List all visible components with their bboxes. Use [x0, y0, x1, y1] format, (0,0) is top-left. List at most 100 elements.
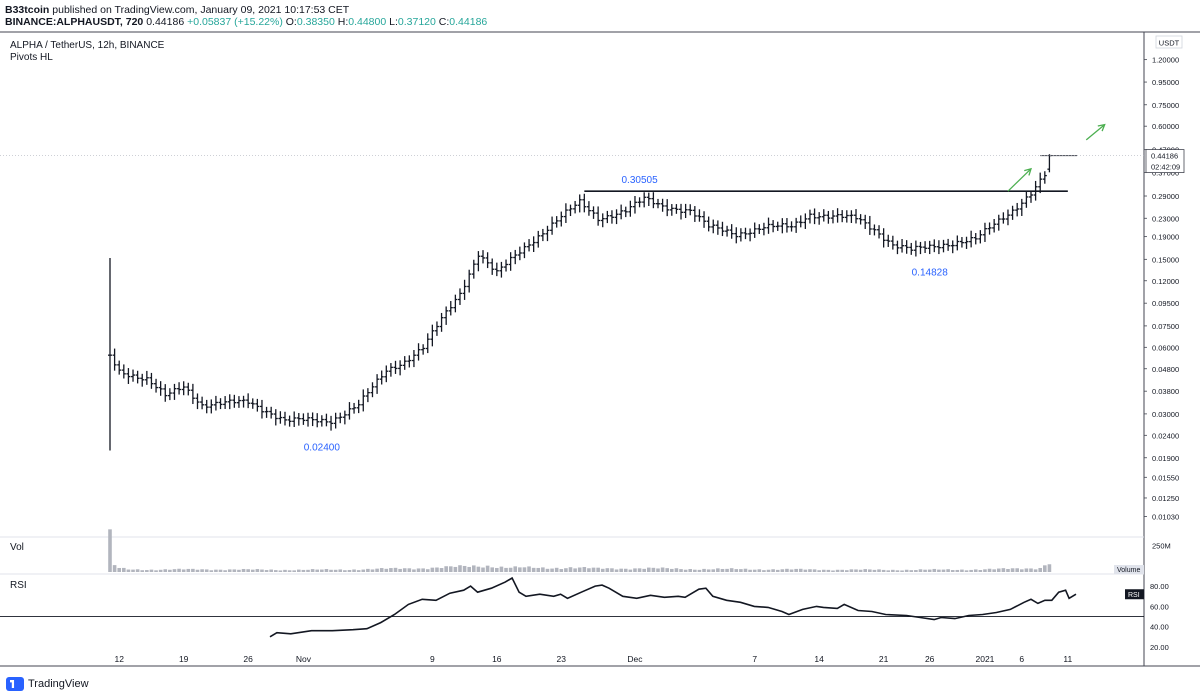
indicator-legend[interactable]: Pivots HL: [10, 52, 53, 63]
price-bar: [200, 396, 205, 410]
price-bar: [969, 230, 974, 248]
volume-bar: [766, 569, 771, 572]
price-bar: [402, 356, 407, 370]
x-tick-label: 14: [814, 654, 824, 664]
volume-bar: [329, 569, 333, 572]
price-bar: [273, 409, 278, 426]
volume-bar: [596, 567, 600, 572]
y-tick-label: 0.01900: [1152, 454, 1179, 463]
x-tick-label: 21: [879, 654, 889, 664]
x-tick-label: 12: [114, 654, 124, 664]
volume-tick: 250M: [1152, 541, 1171, 550]
volume-bar: [421, 568, 425, 572]
price-bar: [269, 406, 274, 419]
volume-bar: [845, 570, 849, 572]
price-bar: [577, 194, 582, 213]
price-bar: [720, 221, 725, 237]
price-bar: [748, 228, 753, 242]
volume-bar: [812, 569, 817, 572]
volume-bar: [250, 569, 255, 572]
volume-bar: [297, 569, 301, 572]
volume-bar: [628, 569, 633, 572]
volume-bar: [996, 568, 1001, 572]
volume-bar: [227, 569, 232, 572]
volume-bar: [145, 570, 149, 572]
price-bar: [609, 210, 614, 224]
volume-bar: [140, 570, 145, 572]
rsi-tick-label: 80.00: [1150, 582, 1169, 591]
y-tick-label: 0.01250: [1152, 494, 1179, 503]
volume-bar: [490, 567, 495, 572]
volume-bar: [204, 569, 209, 572]
price-bar: [725, 225, 730, 237]
price-bar: [462, 279, 467, 300]
y-tick-label: 0.01030: [1152, 513, 1179, 522]
price-bar: [177, 382, 182, 395]
price-bar: [780, 218, 785, 234]
volume-bar: [651, 567, 656, 572]
price-bar: [628, 200, 633, 217]
price-bar: [752, 222, 757, 238]
volume-bar: [126, 569, 131, 572]
volume-bar: [720, 568, 725, 572]
price-bar: [527, 239, 532, 252]
volume-bar: [559, 569, 564, 572]
volume-bar: [425, 569, 430, 572]
y-tick-label: 0.02400: [1152, 431, 1179, 440]
volume-bar: [287, 570, 292, 572]
price-axis[interactable]: USDT1.200000.950000.750000.600000.470000…: [1144, 35, 1185, 522]
volume-tag: [1114, 565, 1144, 574]
x-tick-label: 7: [752, 654, 757, 664]
volume-bar: [729, 568, 734, 572]
y-tick-label: 0.09500: [1152, 299, 1179, 308]
volume-bar: [1024, 568, 1029, 572]
price-bar: [679, 203, 684, 220]
price-bar: [352, 402, 357, 414]
volume-bar: [324, 569, 329, 572]
volume-bar: [927, 569, 932, 572]
price-bar: [623, 206, 628, 218]
volume-bar: [541, 567, 545, 572]
volume-bar: [904, 569, 909, 572]
y-tick-label: 0.60000: [1152, 122, 1179, 131]
price-bar: [241, 395, 246, 408]
price-bar: [296, 413, 301, 426]
price-bar: [504, 259, 509, 272]
author-name[interactable]: B33tcoin: [5, 4, 50, 16]
price-bar: [121, 364, 126, 379]
volume-bar: [937, 569, 941, 572]
price-bar: [946, 238, 951, 251]
volume-bar: [840, 569, 844, 572]
x-tick-label: 23: [557, 654, 567, 664]
ohlc-high: 0.44800: [348, 16, 387, 28]
price-bar: [550, 216, 555, 235]
volume-bar: [531, 567, 536, 572]
price-bar: [877, 225, 882, 239]
price-bar: [798, 215, 803, 228]
price-bar: [1029, 190, 1033, 203]
volume-bar: [914, 570, 918, 572]
volume-bar: [706, 569, 711, 572]
tradingview-branding[interactable]: TradingView: [6, 676, 89, 692]
volume-bar: [564, 568, 568, 572]
time-axis[interactable]: 12 19 26 Nov 9 16 23 Dec 7 14 21 26 2021 6 11: [114, 654, 1072, 664]
price-bar: [347, 402, 352, 420]
rsi-tick-label: 20.00: [1150, 643, 1169, 652]
tradingview-logo-icon: [6, 677, 24, 691]
price-bar: [863, 214, 868, 230]
volume-bar: [600, 568, 605, 572]
volume-bar: [582, 567, 587, 572]
price-bar: [444, 306, 449, 325]
last-price: 0.44186: [146, 16, 185, 28]
arrow-up-icon: [1085, 123, 1106, 141]
price-bar: [651, 192, 656, 209]
price-bar: [301, 413, 306, 425]
volume-bar: [716, 568, 720, 572]
volume-bar: [260, 569, 264, 572]
price-bar: [149, 372, 154, 389]
volume-bar: [513, 566, 518, 572]
volume-bar: [370, 569, 375, 572]
volume-bar: [1038, 567, 1043, 572]
price-bar: [688, 204, 693, 216]
